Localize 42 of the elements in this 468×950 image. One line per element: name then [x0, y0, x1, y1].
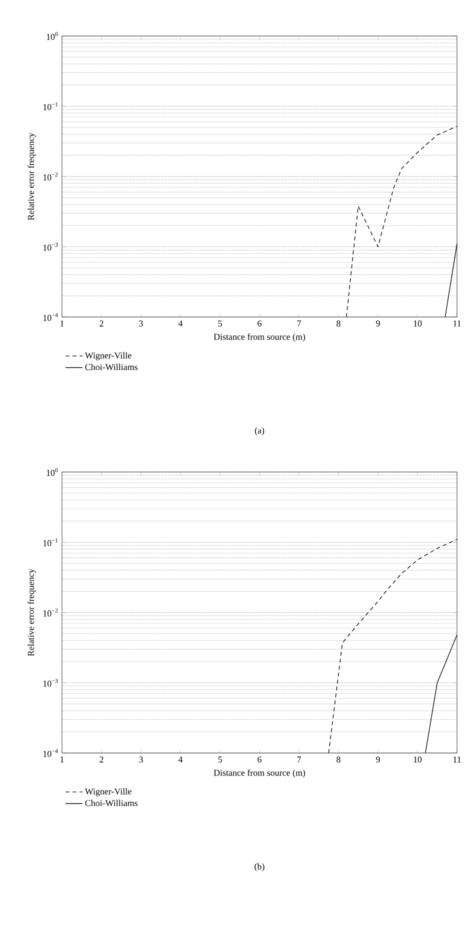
legend-label: Choi-Williams: [85, 800, 138, 806]
y-tick-label: 10$^{0}$: [46, 32, 58, 40]
x-axis-title: Distance from source (m): [214, 769, 306, 778]
x-tick-label: 11: [453, 756, 461, 762]
text: (a): [254, 427, 264, 436]
x-tick-label: 4: [178, 756, 183, 762]
legend-label: Wigner-Ville: [84, 352, 132, 360]
x-tick-label: 10: [414, 320, 422, 327]
y-tick-label: 10$^{−1}$: [43, 102, 58, 110]
x-axis-title: Distance from source (m): [214, 333, 306, 342]
y-tick-label: 10$^{0}$: [46, 468, 58, 476]
x-tick-label: 8: [336, 756, 340, 763]
x-tick-label: 8: [336, 320, 340, 327]
x-tick-label: 11: [453, 320, 461, 326]
x-tick-label: 10: [414, 756, 422, 763]
y-tick-label: 10$^{−2}$: [43, 608, 58, 616]
y-tick-label: 10$^{−2}$: [43, 172, 58, 180]
x-tick-label: 7: [297, 320, 301, 326]
x-tick-label: 3: [139, 320, 143, 327]
y-tick-label: 10$^{−4}$: [43, 749, 58, 757]
legend-label: Choi-Williams: [85, 364, 138, 370]
y-tick-label: 10$^{−1}$: [43, 538, 58, 546]
y-tick-label: 10$^{−4}$: [43, 313, 58, 321]
y-tick-label: 10$^{−3}$: [43, 678, 58, 687]
x-tick-label: 9: [376, 756, 380, 763]
y-tick-label: 10$^{−3}$: [43, 242, 58, 251]
x-tick-label: 6: [258, 320, 262, 327]
text: (b): [254, 863, 264, 872]
x-tick-label: 1: [60, 756, 64, 762]
y-axis-title: Relative error frequency: [28, 568, 36, 656]
x-tick-label: 2: [100, 756, 104, 762]
x-tick-label: 7: [297, 756, 301, 762]
x-tick-label: 4: [178, 320, 183, 326]
x-tick-label: 2: [100, 320, 104, 326]
x-tick-label: 9: [376, 320, 380, 327]
x-tick-label: 3: [139, 756, 143, 763]
x-tick-label: 5: [218, 756, 222, 762]
legend-label: Wigner-Ville: [84, 788, 132, 796]
x-tick-label: 5: [218, 320, 222, 326]
y-axis-title: Relative error frequency: [28, 132, 36, 220]
x-tick-label: 6: [258, 756, 262, 763]
x-tick-label: 1: [60, 320, 64, 326]
